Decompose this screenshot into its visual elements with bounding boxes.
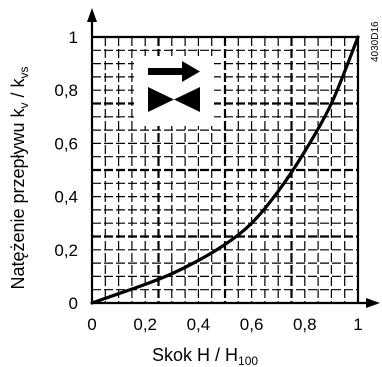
valve-left-triangle [148,87,174,112]
y-axis-label: Natężenie przepływu kv / kvs [8,66,31,289]
axes [87,8,380,308]
valve-right-triangle [174,87,200,112]
x-tick-label: 0,4 [187,315,211,334]
x-axis-label: Skok H / H100 [152,345,258,367]
y-tick-label: 0 [69,294,78,313]
y-tick-label: 0,4 [54,188,78,207]
x-axis-arrow [366,298,380,308]
arrow-head [182,61,200,82]
y-axis-label-sub2: vs [17,66,31,78]
y-tick-label: 0,2 [54,241,78,260]
y-tick-label: 0,8 [54,81,78,100]
icon-background [134,56,214,126]
x-tick-label: 0 [87,315,96,334]
x-tick-label: 0,8 [293,315,317,334]
y-axis-arrow [87,8,97,22]
x-tick-label: 1 [353,315,362,334]
series-line [90,35,360,305]
tick-labels: 0 0,2 0,4 0,6 0,8 1 0 0,2 0,4 0,6 0,8 1 [54,28,362,334]
x-tick-label: 0,2 [133,315,157,334]
figure-code: 4030D16 [370,21,381,62]
y-axis-label-main: Natężenie przepływu k [8,107,28,289]
arrow-shaft [148,68,184,75]
series [90,35,360,305]
x-axis-label-sub: 100 [238,354,258,367]
valve-flow-arrow-icon [134,56,214,126]
y-tick-label: 0,6 [54,134,78,153]
x-axis-label-main: Skok H / H [152,345,238,365]
y-axis-label-sub1: v [17,102,31,108]
y-tick-label: 1 [69,28,78,47]
grid [92,35,360,303]
x-tick-label: 0,6 [240,315,264,334]
y-axis-label-mid: / k [8,77,28,102]
